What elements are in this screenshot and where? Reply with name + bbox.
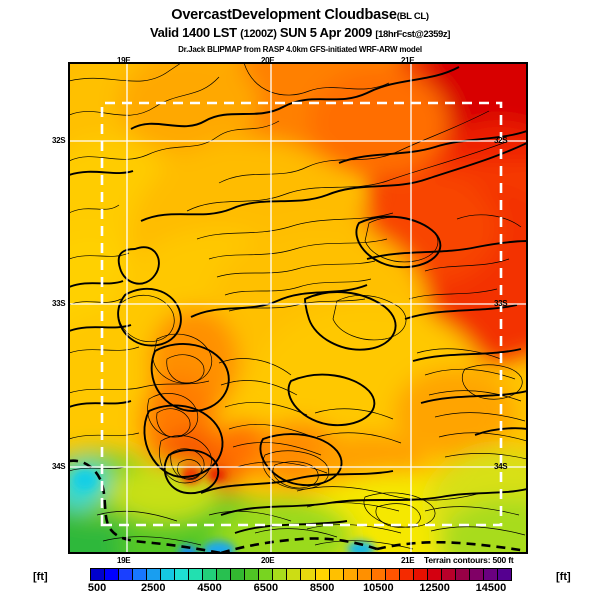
map-border (69, 63, 527, 553)
valid-time-utc: (1200Z) (240, 28, 277, 40)
lat-tick-left-34s: 34S (52, 462, 66, 471)
colorbar-swatch (399, 569, 414, 580)
colorbar-swatch (455, 569, 470, 580)
colorbar-swatch (133, 569, 148, 580)
lon-tick-top-20e: 20E (261, 56, 275, 65)
lat-tick-right-32s: 32S (494, 136, 508, 145)
colorbar-tick: 8500 (309, 582, 335, 594)
colorbar-swatch (147, 569, 162, 580)
lon-tick-bottom-20e: 20E (261, 556, 275, 565)
page-title: OvercastDevelopment Cloudbase(BL CL) (0, 8, 600, 24)
lat-tick-left-33s: 33S (52, 299, 66, 308)
terrain-contours-thick (69, 66, 527, 534)
colorbar-swatch (371, 569, 386, 580)
colorbar-swatch (217, 569, 232, 580)
graticule-lines (69, 63, 527, 553)
terrain-contours-thin (69, 63, 527, 550)
colorbar-swatch (91, 569, 106, 580)
colorbar-swatch (315, 569, 330, 580)
colorbar-swatch (441, 569, 456, 580)
colorbar-tick: 4500 (197, 582, 222, 594)
title-main-parameter: (BL CL) (396, 11, 429, 22)
map-color-field (69, 63, 527, 553)
colorbar-unit-right: [ft] (556, 571, 571, 583)
valid-time: Valid 1400 LST (149, 25, 237, 40)
lon-tick-bottom-21e: 21E (401, 556, 415, 565)
colorbar-swatch (259, 569, 274, 580)
model-credit: Dr.Jack BLIPMAP from RASP 4.0km GFS-init… (178, 45, 422, 54)
colorbar-tick: 10500 (363, 582, 394, 594)
colorbar-swatch (483, 569, 498, 580)
map-canvas (69, 63, 527, 553)
valid-date: SUN 5 Apr 2009 (279, 25, 373, 40)
colorbar-swatch (343, 569, 358, 580)
lat-tick-right-33s: 33S (494, 299, 508, 308)
lon-tick-top-21e: 21E (401, 56, 415, 65)
colorbar-swatch (497, 569, 511, 580)
colorbar-swatch (189, 569, 204, 580)
colorbar-swatch (301, 569, 316, 580)
colorbar-swatch (161, 569, 176, 580)
colorbar-swatch (469, 569, 484, 580)
colorbar-tick: 2500 (141, 582, 166, 594)
chart-title-block: OvercastDevelopment Cloudbase(BL CL) Val… (0, 8, 600, 55)
chart-subtitle: Valid 1400 LST (1200Z) SUN 5 Apr 2009 [1… (0, 25, 600, 42)
colorbar-swatch (427, 569, 442, 580)
colorbar-swatch (273, 569, 288, 580)
colorbar-swatch (357, 569, 372, 580)
colorbar-swatch (231, 569, 246, 580)
colorbar-swatch (413, 569, 428, 580)
lon-tick-bottom-19e: 19E (117, 556, 131, 565)
colorbar-swatch (287, 569, 302, 580)
colorbar-tick: 14500 (475, 582, 507, 594)
colorbar-tick: 500 (87, 582, 107, 594)
colorbar-swatch-strip (90, 568, 512, 581)
title-main-text: OvercastDevelopment Cloudbase (171, 7, 397, 23)
terrain-contour-note: Terrain contours: 500 ft (424, 555, 514, 565)
lon-tick-top-19e: 19E (117, 56, 131, 65)
lat-tick-right-34s: 34S (494, 462, 508, 471)
forecast-map[interactable] (68, 62, 528, 554)
lat-tick-left-32s: 32S (52, 136, 66, 145)
colorbar-swatch (329, 569, 344, 580)
colorbar-swatch (105, 569, 120, 580)
colorbar-swatch (245, 569, 260, 580)
colorbar-swatch (119, 569, 134, 580)
colorbar-swatch (203, 569, 218, 580)
colorbar-tick: 6500 (253, 582, 279, 594)
colorbar: [ft] [ft] 500 2500 4500 6500 8500 10500 12500 1… (0, 566, 600, 600)
colorbar-tick: 12500 (419, 582, 450, 594)
forecast-region-boundary (100, 101, 503, 527)
forecast-hour-badge: [18hrFcst@2359z] (375, 29, 451, 40)
colorbar-swatch (385, 569, 400, 580)
colorbar-swatch (175, 569, 190, 580)
coastline (69, 459, 527, 553)
colorbar-unit-left: [ft] (33, 571, 48, 583)
